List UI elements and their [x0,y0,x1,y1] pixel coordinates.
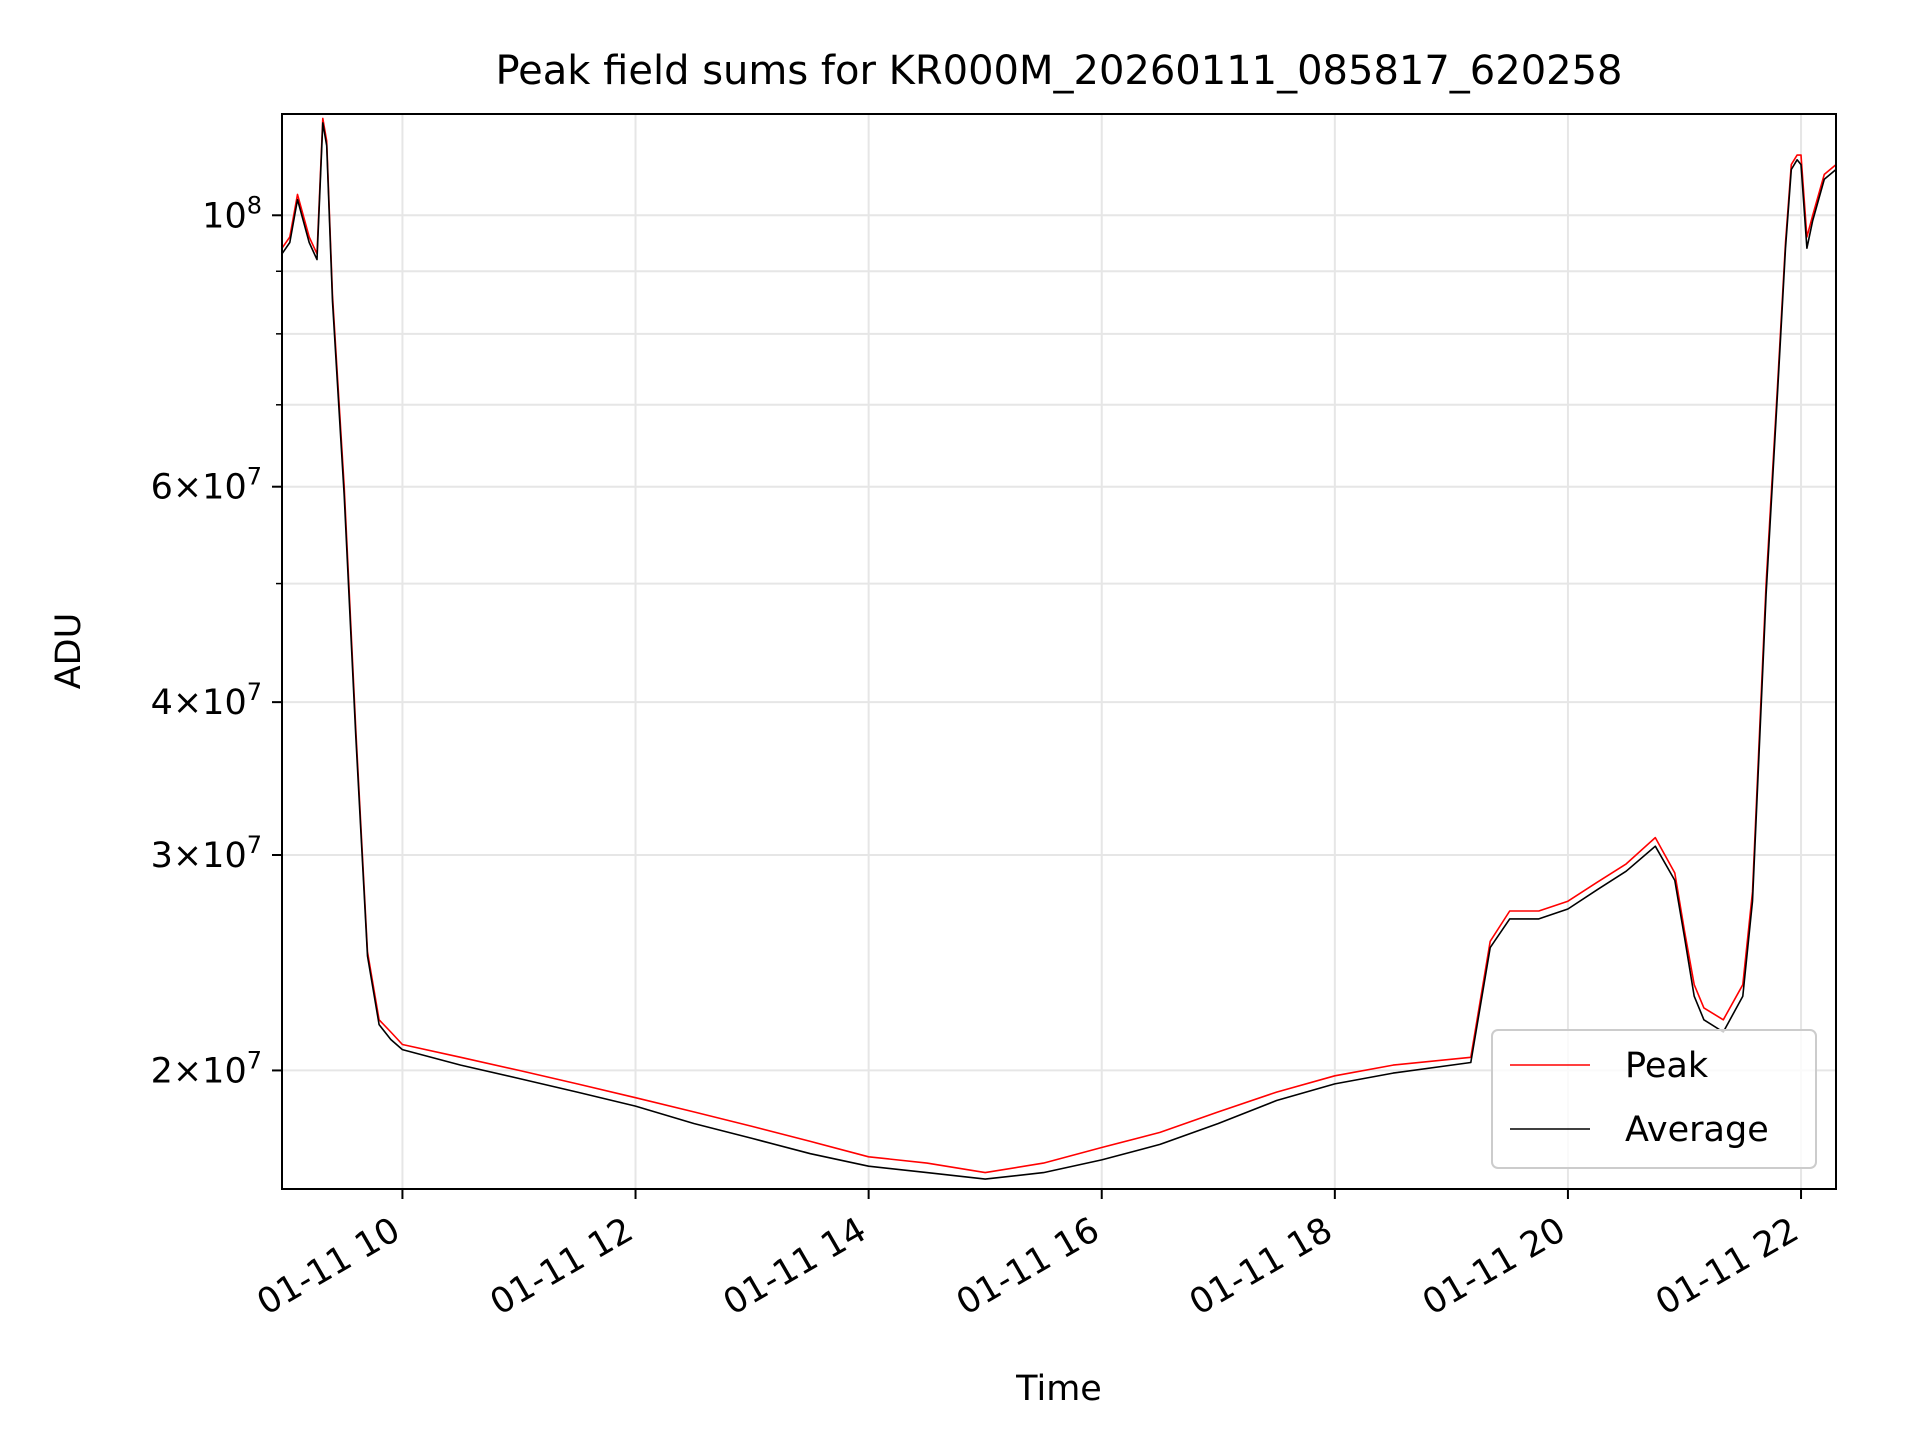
chart-title: Peak field sums for KR000M_20260111_0858… [495,48,1622,94]
legend: Peak Average [1491,1029,1817,1169]
x-axis-label: Time [1015,1369,1102,1409]
legend-average-label: Average [1625,1110,1769,1150]
series-line-average [281,122,1837,1180]
y-tick-label: 2×107 [151,1046,262,1091]
y-tick-label: 108 [202,191,262,236]
y-tick-label: 4×107 [151,678,262,723]
legend-peak-label: Peak [1625,1046,1709,1086]
y-tick-label: 6×107 [151,463,262,508]
series-layer [281,117,1837,1180]
axes-frame [281,113,1837,1190]
grid [282,114,1836,1189]
y-axis-label: ADU [49,613,89,690]
y-tick-label: 3×107 [151,831,262,876]
